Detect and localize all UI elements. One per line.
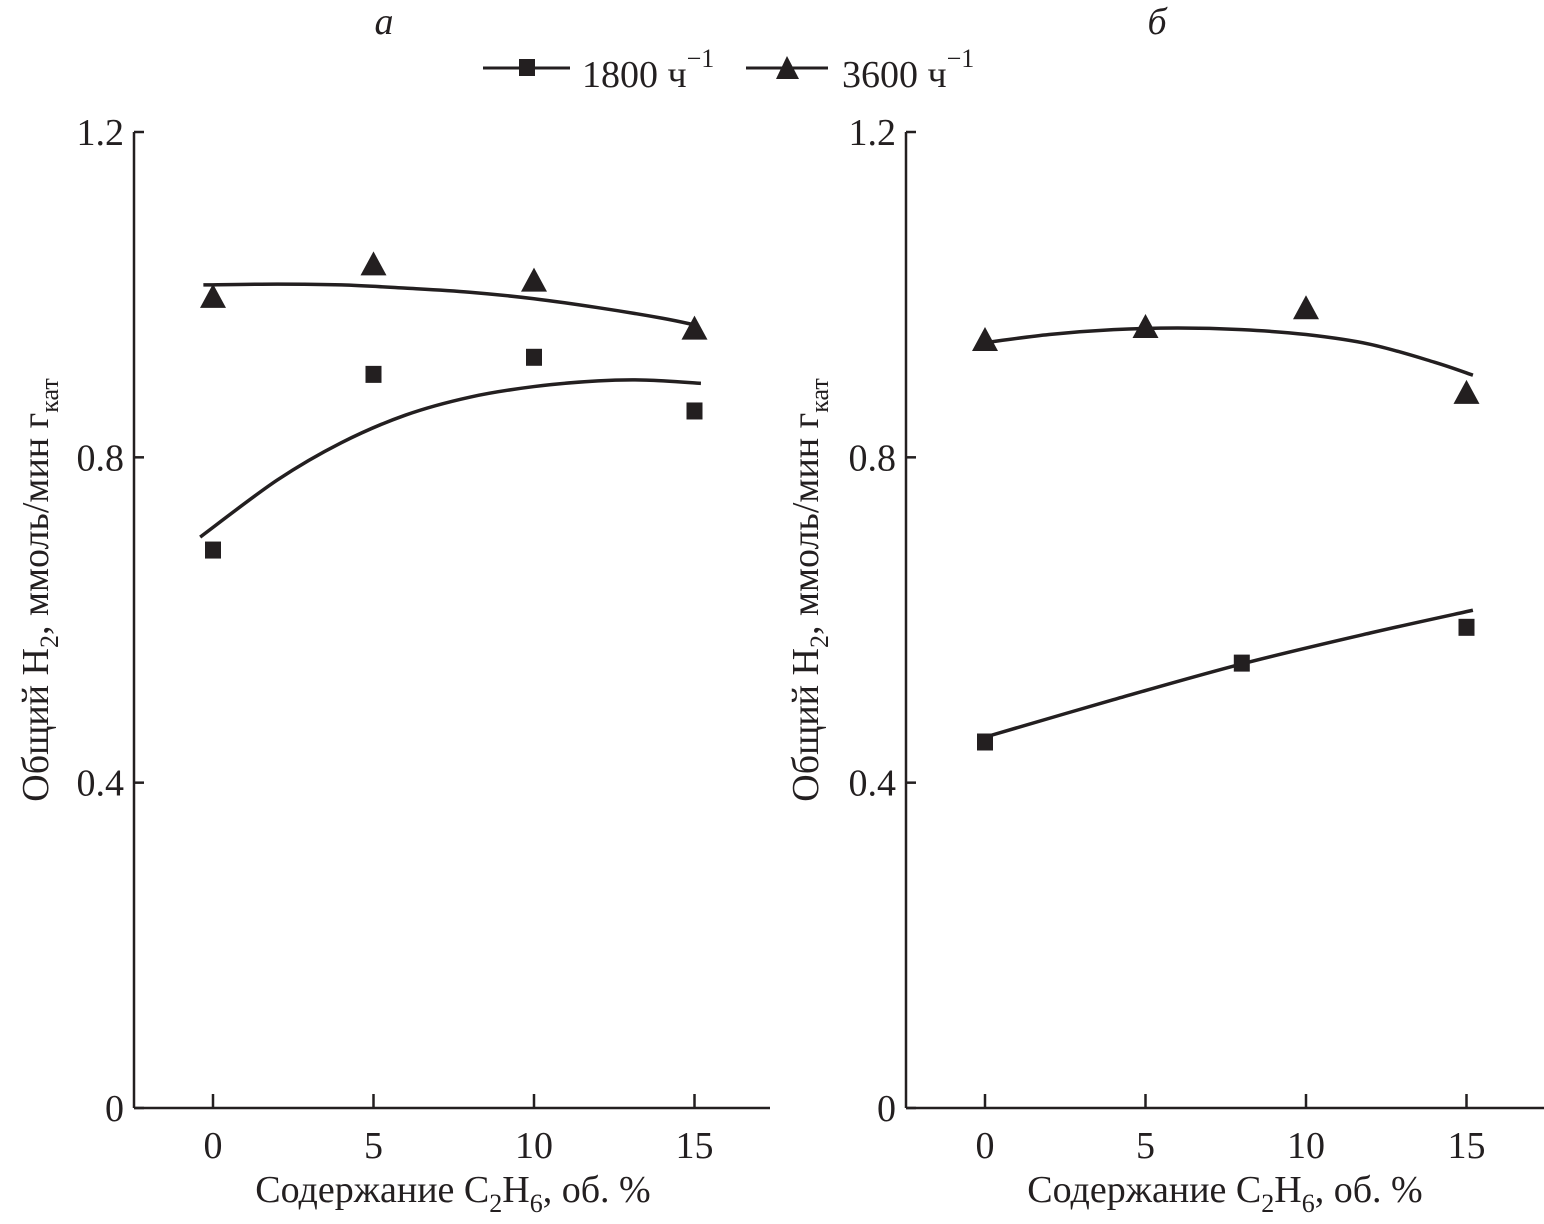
data-point-square-1800 xyxy=(1233,654,1250,672)
data-point-triangle-3600 xyxy=(360,251,387,276)
y-tick-label: 1.2 xyxy=(849,112,897,154)
x-tick-label: 0 xyxy=(976,1125,995,1167)
x-tick-label: 10 xyxy=(515,1125,553,1167)
panel-a: а Содержание C2H6, об. % Общий H2, ммоль… xyxy=(15,1,770,1218)
x-tick-label: 5 xyxy=(1136,1125,1155,1167)
data-point-square-1800 xyxy=(365,365,382,383)
y-tick-label: 0.4 xyxy=(849,763,897,805)
legend: 1800 ч−1 3600 ч−1 xyxy=(483,44,974,96)
y-tick-label: 0.4 xyxy=(77,763,125,805)
data-point-triangle-3600 xyxy=(1132,314,1159,339)
legend-item-1800: 1800 ч−1 xyxy=(483,44,714,96)
fit-curve-3600 xyxy=(203,282,699,328)
y-tick-label: 0 xyxy=(877,1088,896,1130)
x-tick-label: 10 xyxy=(1287,1125,1325,1167)
x-tick-label: 15 xyxy=(1448,1125,1486,1167)
y-axis-title-a: Общий H2, ммоль/мин гкат xyxy=(15,378,64,801)
data-point-triangle-3600 xyxy=(1293,295,1319,320)
panel-label-b: б xyxy=(1147,1,1168,43)
data-point-square-1800 xyxy=(977,733,993,751)
x-tick-label: 5 xyxy=(364,1125,383,1167)
y-tick-label: 1.2 xyxy=(77,112,125,154)
y-tick-label: 0 xyxy=(105,1088,124,1130)
x-tick-label: 15 xyxy=(676,1125,714,1167)
legend-label-1800: 1800 ч−1 xyxy=(582,44,714,96)
data-point-square-1800 xyxy=(1458,618,1475,636)
x-tick-label: 0 xyxy=(204,1125,223,1167)
legend-label-3600: 3600 ч−1 xyxy=(842,44,974,96)
data-point-triangle-3600 xyxy=(681,315,708,340)
y-axis-title-b: Общий H2, ммоль/мин гкат xyxy=(785,378,834,801)
fit-curve-1800 xyxy=(199,378,702,539)
x-axis-title-a: Содержание C2H6, об. % xyxy=(255,1169,650,1218)
data-point-triangle-3600 xyxy=(200,283,226,308)
legend-item-3600: 3600 ч−1 xyxy=(746,44,974,96)
data-point-triangle-3600 xyxy=(972,327,998,352)
x-axis-title-b: Содержание C2H6, об. % xyxy=(1027,1169,1422,1218)
data-point-square-1800 xyxy=(526,348,542,366)
panel-label-a: а xyxy=(375,1,394,43)
fit-curve-1800 xyxy=(984,608,1474,739)
data-point-triangle-3600 xyxy=(1453,379,1480,404)
data-point-triangle-3600 xyxy=(521,267,547,292)
legend-square-marker xyxy=(519,59,535,76)
y-tick-label: 0.8 xyxy=(77,437,125,479)
panel-b: б Содержание C2H6, об. % Общий H2, ммоль… xyxy=(785,1,1544,1218)
data-point-square-1800 xyxy=(686,402,703,420)
legend-triangle-marker xyxy=(776,56,799,79)
fit-curve-3600 xyxy=(984,326,1474,377)
y-tick-label: 0.8 xyxy=(849,437,897,479)
data-point-square-1800 xyxy=(205,541,221,559)
